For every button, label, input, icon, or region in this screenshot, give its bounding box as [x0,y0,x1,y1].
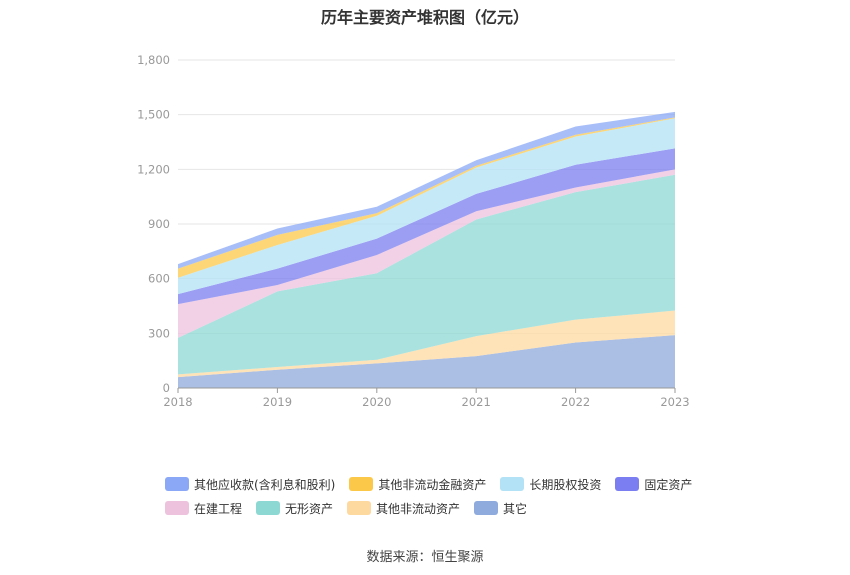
y-tick-label: 900 [148,217,170,231]
legend-label: 其它 [503,501,528,516]
x-tick-label: 2023 [660,395,689,409]
area-series [178,111,675,388]
legend-item[interactable]: 固定资产 [615,476,692,493]
area-无形资产[interactable] [178,174,675,375]
legend-item[interactable]: 其他应收款(含利息和股利) [165,476,335,493]
x-tick-label: 2018 [163,395,192,409]
legend-swatch [474,501,499,515]
legend-swatch [500,477,525,491]
legend-item[interactable]: 无形资产 [256,500,333,517]
legend-item[interactable]: 在建工程 [165,500,242,517]
legend-label: 无形资产 [285,501,334,516]
chart-title: 历年主要资产堆积图（亿元） [320,8,529,27]
legend-label: 长期股权投资 [529,477,602,492]
y-tick-label: 1,500 [137,108,170,122]
area-其它[interactable] [178,335,675,388]
y-tick-label: 600 [148,272,170,286]
x-tick-label: 2019 [263,395,292,409]
x-tick-label: 2020 [362,395,391,409]
legend-label: 其他非流动资产 [376,501,461,516]
area-固定资产[interactable] [178,148,675,305]
legend-item[interactable]: 其他非流动金融资产 [349,476,486,493]
legend-item[interactable]: 长期股权投资 [500,476,601,493]
legend-swatch [256,501,281,515]
area-其他应收款(含利息和股利)[interactable] [178,111,675,269]
axes: 0 300 600 900 1,200 1,500 1,800 2018 2019 2020 202… [137,53,690,409]
area-其他非流动资产[interactable] [178,310,675,378]
legend-row: 其他应收款(含利息和股利) 其他非流动金融资产 长期股权投资 固定资产 [165,472,725,496]
legend-label: 其他应收款(含利息和股利) [194,477,336,492]
x-tick-label: 2021 [462,395,491,409]
legend-swatch [165,477,189,491]
x-tick-label: 2022 [561,395,590,409]
legend-swatch [347,501,372,515]
y-tick-label: 300 [148,326,170,340]
legend-row: 在建工程 无形资产 其他非流动资产 其它 [165,496,725,520]
legend-item[interactable]: 其它 [474,500,527,517]
legend-label: 其他非流动金融资产 [378,477,487,492]
legend-item[interactable]: 其他非流动资产 [347,500,460,517]
area-长期股权投资[interactable] [178,118,675,295]
data-source: 数据来源：恒生聚源 [366,550,484,565]
y-tick-label: 1,200 [137,162,170,176]
legend-swatch [615,477,640,491]
legend-swatch [349,477,374,491]
legend: 其他应收款(含利息和股利) 其他非流动金融资产 长期股权投资 固定资产在建工程 无形资产… [165,472,725,520]
legend-swatch [165,501,189,515]
y-tick-label: 0 [163,381,170,395]
legend-label: 在建工程 [194,501,243,516]
legend-label: 固定资产 [644,477,693,492]
y-tick-label: 1,800 [137,53,170,67]
